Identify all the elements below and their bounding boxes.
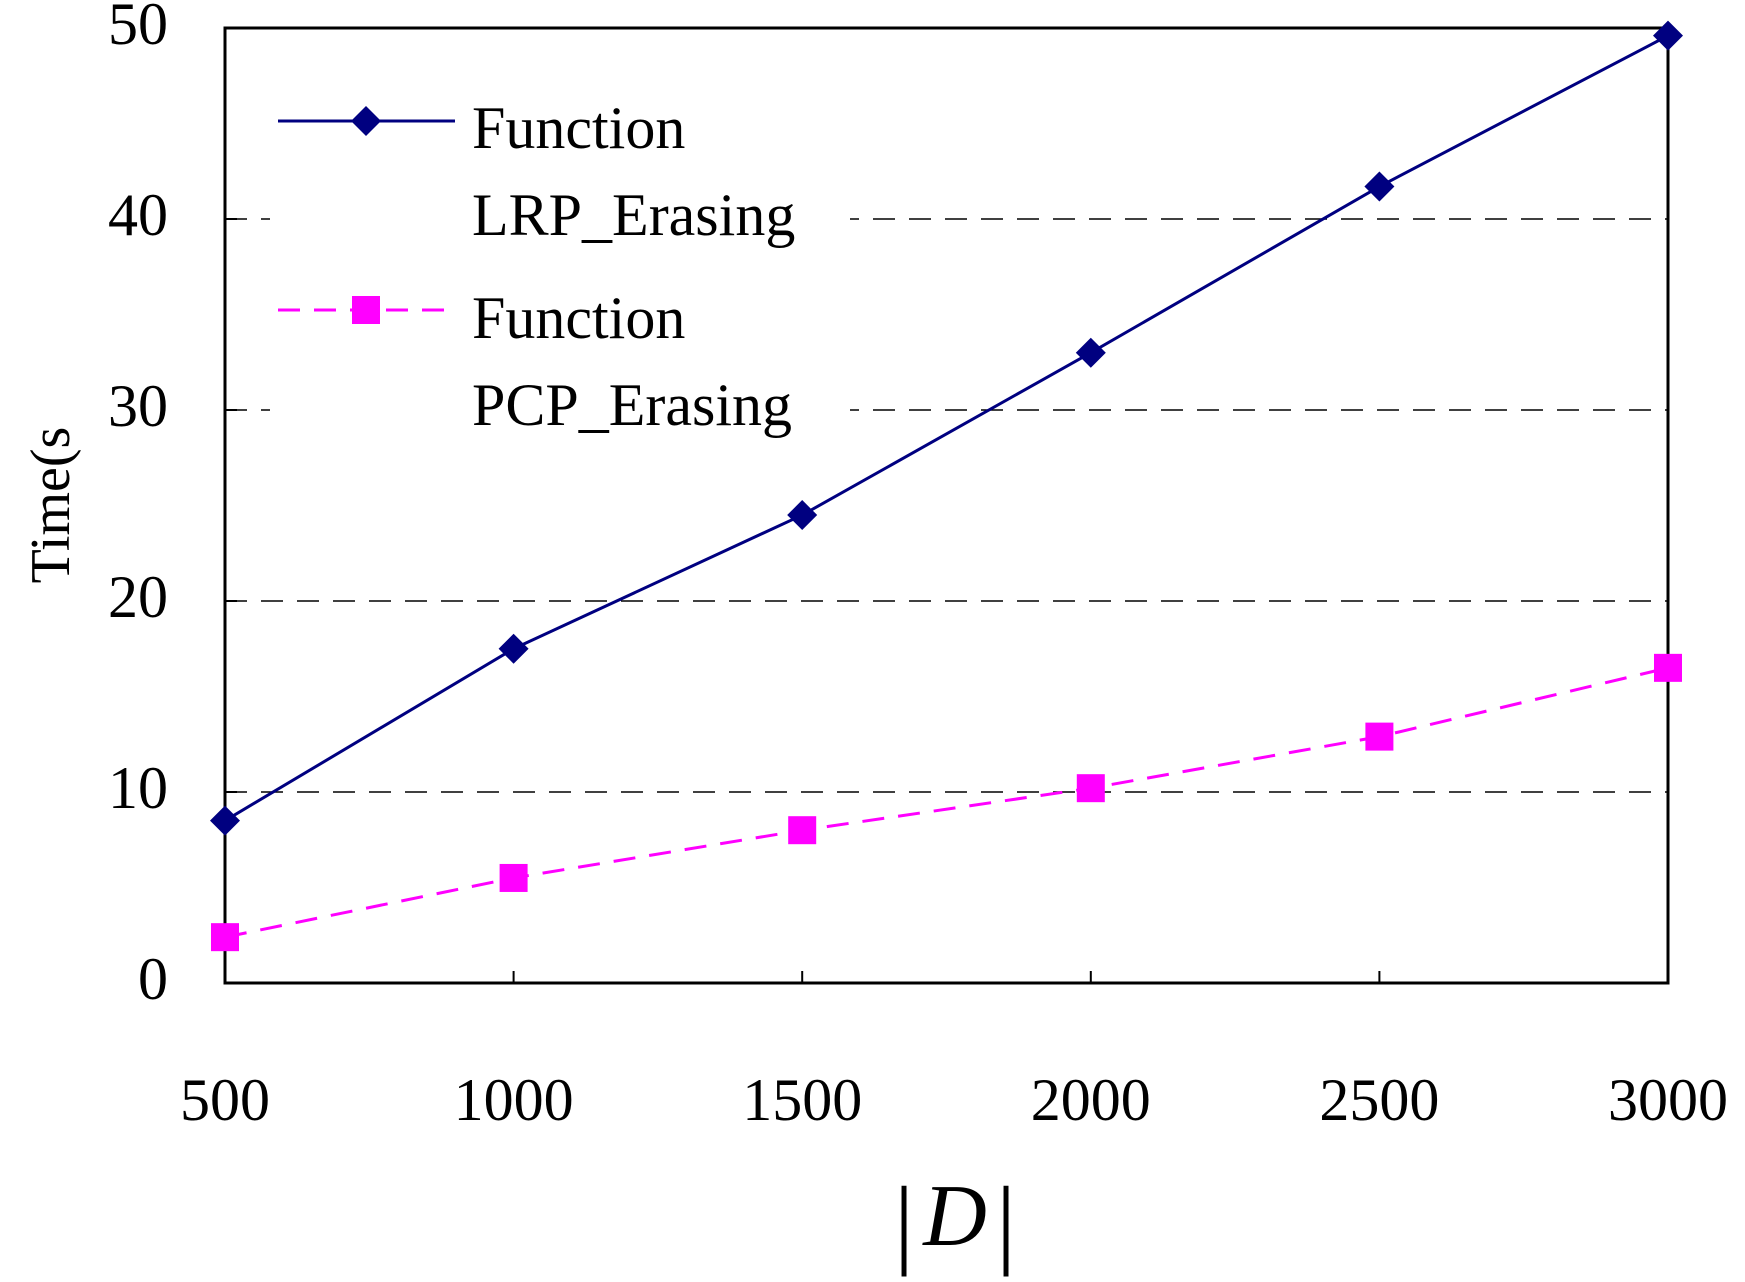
abs-bar-left: | — [894, 1166, 914, 1277]
y-tick-label: 30 — [108, 373, 168, 439]
data-point-diamond — [498, 633, 529, 664]
y-tick-label: 50 — [108, 0, 168, 57]
data-point-diamond — [1653, 20, 1683, 51]
series-line-lrp-erasing — [224, 34, 1669, 822]
x-tick-label: 500 — [180, 1067, 270, 1133]
data-point-square — [211, 923, 239, 952]
y-tick-label: 20 — [108, 564, 168, 630]
x-axis-tick-labels: 500 1000 1500 2000 2500 3000 — [180, 1067, 1728, 1133]
data-point-square — [788, 816, 817, 845]
x-tick-label: 1000 — [454, 1067, 574, 1133]
series-line-pcp-erasing — [224, 666, 1669, 939]
legend-label-pcp-line2: PCP_Erasing — [472, 372, 792, 438]
data-point-diamond — [1075, 337, 1106, 368]
x-axis-title: D — [922, 1168, 987, 1265]
x-tick-label: 1500 — [742, 1067, 862, 1133]
x-tick-label: 3000 — [1608, 1067, 1728, 1133]
y-tick-label: 10 — [108, 755, 168, 821]
legend-background — [270, 80, 850, 440]
legend-label-lrp-line2: LRP_Erasing — [472, 182, 795, 248]
y-tick-label: 40 — [108, 182, 168, 248]
legend: Function LRP_Erasing Function PCP_Erasin… — [270, 80, 850, 440]
data-point-diamond — [787, 500, 818, 531]
legend-label-lrp-line1: Function — [472, 95, 685, 161]
grid — [225, 218, 1668, 793]
series — [210, 20, 1683, 952]
y-axis-title: Time(s — [20, 427, 82, 584]
x-axis-title-group: | D | — [894, 1166, 1016, 1277]
data-point-diamond — [1364, 171, 1395, 202]
y-tick-label: 0 — [138, 946, 168, 1012]
data-point-square — [1654, 653, 1682, 682]
data-point-square — [1076, 774, 1105, 803]
x-tick-label: 2500 — [1319, 1067, 1439, 1133]
legend-marker-square — [352, 296, 380, 324]
legend-marker-diamond — [351, 106, 381, 136]
y-axis-tick-labels: 0 10 20 30 40 50 — [108, 0, 168, 1012]
data-point-diamond — [210, 805, 240, 836]
legend-label-pcp-line1: Function — [472, 285, 685, 351]
abs-bar-right: | — [996, 1166, 1016, 1277]
data-point-square — [1365, 722, 1394, 751]
data-point-square — [499, 863, 528, 892]
axis-ticks — [224, 27, 1669, 984]
plot-area — [223, 26, 1670, 985]
x-tick-label: 2000 — [1031, 1067, 1151, 1133]
